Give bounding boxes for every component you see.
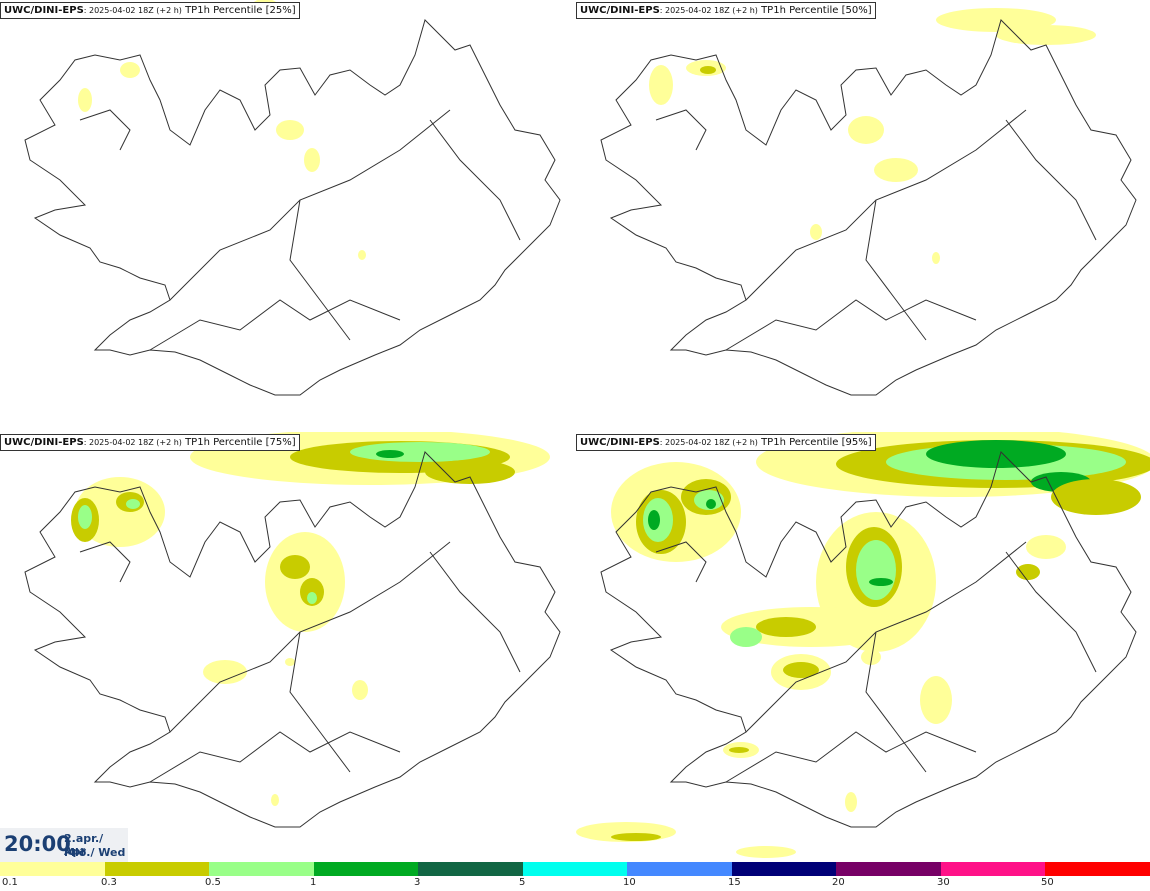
run-info: : 2025-04-02 18Z (+2 h) xyxy=(83,6,182,15)
valid-date: 2.apr./ Apr xyxy=(64,832,104,858)
colorbar-segment xyxy=(418,862,523,876)
colorbar-tick-label: 50 xyxy=(1041,877,1054,888)
iceland-coastline xyxy=(600,19,1137,396)
model-name: UWC/DINI-EPS xyxy=(4,437,84,448)
precip-map xyxy=(24,432,561,828)
colorbar-tick-label: 3 xyxy=(414,877,421,888)
colorbar-segment xyxy=(836,862,941,876)
colorbar-segment xyxy=(0,862,105,876)
colorbar-tick-label: 0.1 xyxy=(2,877,18,888)
valid-weekday: Mið./ Wed xyxy=(64,846,126,859)
colorbar-labels: 0.1 0.3 0.5 1 3 5 10 15 20 30 50 xyxy=(0,877,1150,891)
map-panel-p95: UWC/DINI-EPS: 2025-04-02 18Z (+2 h) TP1h… xyxy=(576,432,1150,861)
valid-time-box: 20:00 2.apr./ Apr Mið./ Wed xyxy=(0,828,128,862)
run-info: : 2025-04-02 18Z (+2 h) xyxy=(659,6,758,15)
map-panel-p75: UWC/DINI-EPS: 2025-04-02 18Z (+2 h) TP1h… xyxy=(0,432,574,861)
model-name: UWC/DINI-EPS xyxy=(580,5,660,16)
run-info: : 2025-04-02 18Z (+2 h) xyxy=(659,438,758,447)
field-label: TP1h Percentile [25%] xyxy=(181,5,296,16)
precip-field xyxy=(71,432,550,806)
field-label: TP1h Percentile [75%] xyxy=(181,437,296,448)
iceland-coastline xyxy=(24,19,561,396)
colorbar-tick-label: 15 xyxy=(728,877,741,888)
colorbar-tick-label: 20 xyxy=(832,877,845,888)
colorbar-tick-label: 0.3 xyxy=(101,877,117,888)
valid-time: 20:00 xyxy=(4,832,71,856)
precip-map xyxy=(576,432,1150,858)
colorbar xyxy=(0,862,1150,876)
iceland-coastline xyxy=(600,451,1137,828)
colorbar-segment xyxy=(940,862,1046,876)
panel-title: UWC/DINI-EPS: 2025-04-02 18Z (+2 h) TP1h… xyxy=(576,434,876,451)
run-info: : 2025-04-02 18Z (+2 h) xyxy=(83,438,182,447)
precip-map xyxy=(600,8,1137,396)
colorbar-segment xyxy=(731,862,837,876)
model-name: UWC/DINI-EPS xyxy=(4,5,84,16)
precip-map xyxy=(24,0,561,396)
precip-field xyxy=(649,8,1096,264)
colorbar-tick-label: 5 xyxy=(519,877,526,888)
colorbar-tick-label: 10 xyxy=(623,877,636,888)
panel-title: UWC/DINI-EPS: 2025-04-02 18Z (+2 h) TP1h… xyxy=(0,434,300,451)
map-panel-p50: UWC/DINI-EPS: 2025-04-02 18Z (+2 h) TP1h… xyxy=(576,0,1150,429)
map-panel-p25: UWC/DINI-EPS: 2025-04-02 18Z (+2 h) TP1h… xyxy=(0,0,574,429)
colorbar-segment xyxy=(104,862,210,876)
iceland-coastline xyxy=(24,451,561,828)
precip-field xyxy=(78,0,366,260)
colorbar-segment xyxy=(313,862,419,876)
colorbar-tick-label: 30 xyxy=(937,877,950,888)
panel-title: UWC/DINI-EPS: 2025-04-02 18Z (+2 h) TP1h… xyxy=(0,2,300,19)
panel-title: UWC/DINI-EPS: 2025-04-02 18Z (+2 h) TP1h… xyxy=(576,2,876,19)
colorbar-segment xyxy=(1045,862,1150,876)
colorbar-segment xyxy=(209,862,314,876)
colorbar-segment xyxy=(627,862,732,876)
field-label: TP1h Percentile [95%] xyxy=(757,437,872,448)
colorbar-tick-label: 0.5 xyxy=(205,877,221,888)
colorbar-segment xyxy=(522,862,628,876)
colorbar-tick-label: 1 xyxy=(310,877,317,888)
field-label: TP1h Percentile [50%] xyxy=(757,5,872,16)
model-name: UWC/DINI-EPS xyxy=(580,437,660,448)
